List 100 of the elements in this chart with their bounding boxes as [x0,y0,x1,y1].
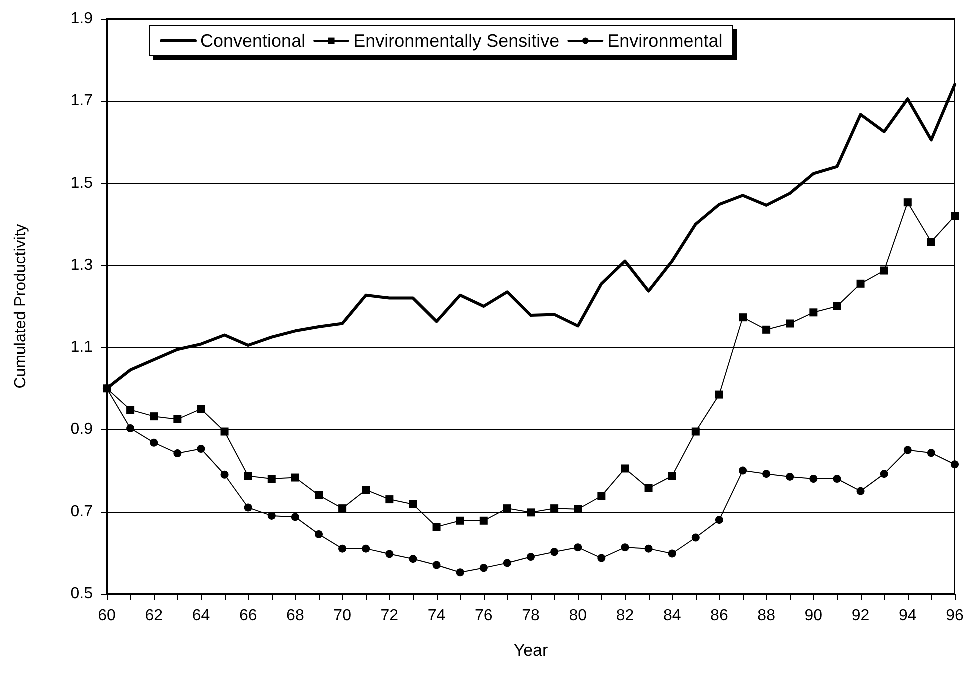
point [668,550,676,558]
point [150,412,158,421]
point [527,508,535,517]
point [315,530,323,538]
point [220,470,229,479]
point [762,326,771,334]
point [810,475,818,483]
point [880,266,888,275]
x-tick-label: 96 [946,608,964,624]
point [174,450,182,458]
point [503,559,512,568]
point [527,553,535,562]
x-tick-label: 64 [192,608,210,624]
point [386,550,394,558]
x-tick-label: 70 [334,608,352,624]
point [338,504,347,513]
point [150,438,158,447]
point [409,500,418,508]
point [856,280,865,288]
x-tick-label: 60 [98,608,116,624]
x-axis-title: Year [514,641,549,660]
x-tick-label: 90 [804,608,823,624]
point [174,415,182,424]
point [550,548,559,556]
point [621,464,630,473]
point [574,544,582,552]
point [810,308,818,317]
x-tick-label: 80 [569,608,588,624]
point [480,564,488,572]
point [715,516,724,524]
point [951,460,959,469]
point [904,198,912,207]
point [574,505,582,514]
point [362,544,370,553]
point [927,238,936,246]
point [904,446,912,454]
point [739,314,747,322]
point [432,523,441,532]
point [739,466,747,475]
point [856,487,865,496]
legend-label: Environmentally Sensitive [354,31,560,51]
x-tick-label: 78 [522,608,540,624]
y-tick-label: 1.1 [70,339,94,356]
x-tick-label: 66 [239,608,258,624]
point [456,516,464,525]
point [880,470,888,478]
point [715,390,724,399]
point [833,302,842,310]
y-tick-label: 0.7 [70,503,94,520]
point [386,496,394,504]
y-tick-label: 1.5 [70,174,94,192]
x-tick-label: 88 [758,608,776,624]
point [480,516,488,525]
point [644,544,653,553]
point [456,568,464,577]
point [550,504,559,513]
point [833,475,842,483]
x-tick-label: 82 [616,608,634,624]
point [692,428,700,436]
y-tick-label: 0.9 [70,421,94,438]
x-tick-label: 76 [474,608,493,624]
point [220,428,229,436]
point [692,534,700,542]
point [126,406,135,414]
point [197,405,206,414]
legend-label: Environmental [608,31,723,51]
point [244,504,252,512]
point [927,449,936,458]
point [598,554,606,562]
x-tick-label: 74 [428,608,446,624]
y-tick-label: 1.3 [70,256,94,274]
legend-label: Conventional [200,31,306,51]
point [338,544,347,553]
point [503,504,512,513]
x-tick-label: 94 [898,608,917,624]
point [621,544,630,552]
point [762,470,771,478]
x-tick-label: 68 [286,608,304,624]
x-tick-label: 86 [710,608,728,624]
y-tick-label: 0.5 [70,586,94,602]
point [362,486,370,494]
point [786,320,794,328]
point [409,555,418,564]
x-tick-label: 84 [663,608,682,624]
point [598,492,606,500]
x-tick-label: 62 [145,608,164,624]
point [644,484,653,492]
point [432,561,441,570]
y-tick-label: 1.7 [70,92,94,110]
y-tick-label: 1.9 [70,10,94,28]
point [951,212,959,220]
point [103,384,111,393]
point [126,424,135,432]
point [291,513,300,522]
point [291,474,300,482]
x-tick-label: 72 [380,608,399,624]
y-axis-title: Cumulated Productivity [12,224,30,389]
point [786,472,794,481]
point [268,475,276,483]
point [668,472,676,480]
